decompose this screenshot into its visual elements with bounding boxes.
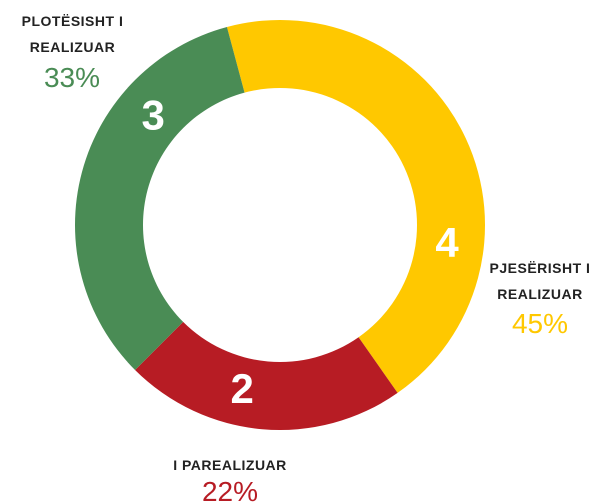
category-label: I PAREALIZUAR: [173, 457, 287, 473]
percent-label: 45%: [511, 308, 569, 339]
category-label: PJESËRISHT I REALIZUAR: [489, 260, 591, 302]
percent-label: 22%: [201, 476, 259, 504]
segment-value: 3: [142, 91, 165, 138]
percent-label: 33%: [43, 62, 101, 93]
donut-segment: [135, 321, 398, 431]
donut-segment: [226, 19, 486, 393]
category-label: PLOTËSISHT I REALIZUAR: [21, 13, 124, 55]
donut-segment: [74, 26, 245, 370]
segment-value: 2: [231, 365, 254, 412]
segment-value: 4: [435, 219, 459, 266]
